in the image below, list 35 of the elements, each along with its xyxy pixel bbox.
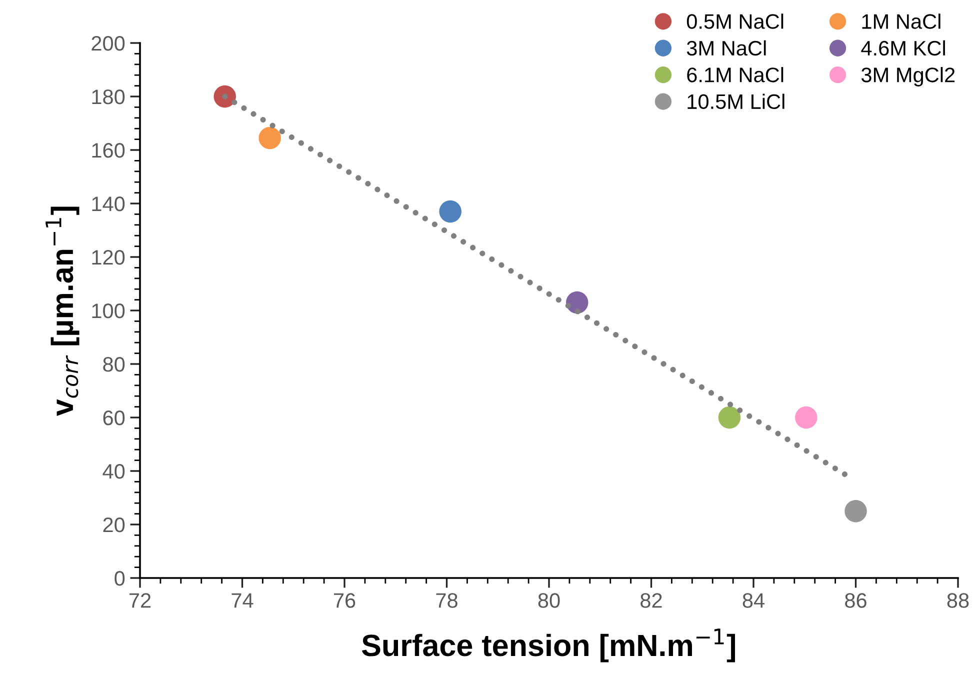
legend-label: 3M MgCl2 [861,67,955,86]
legend-label: 0.5M NaCl [686,14,784,29]
y-tick-label: 160 [92,143,125,158]
x-tick-label: 82 [640,593,662,608]
x-tick-label: 76 [334,593,356,608]
legend-label: 6.1M NaCl [687,67,784,82]
x-tick-label: 80 [538,593,560,608]
x-tick-label: 84 [742,593,764,608]
y-tick-label: 120 [92,250,125,265]
legend-label: 3M NaCl [686,40,766,56]
y-tick-label: 40 [102,464,125,479]
y-tick-label: 20 [103,518,125,532]
point [795,406,818,429]
x-axis-title: Surface tension [mN.m$^{−1}$] [362,628,735,662]
y-tick-label: 140 [92,196,125,212]
x-tick-label: 78 [436,593,458,608]
point [258,126,281,150]
x-tick-label: 74 [232,593,254,608]
y-tick-label: 60 [103,410,125,426]
y-tick-label: 200 [92,36,125,51]
y-tick-label: 80 [103,357,125,372]
point [718,406,741,429]
x-tick-label: 72 [129,593,151,608]
legend-label: 1M NaCl [862,14,940,29]
legend-label: 10.5M LiCl [688,94,784,110]
x-tick-label: 86 [845,593,866,608]
legend-label: 4.6M KCl [861,40,945,56]
point [214,85,236,108]
point [439,200,462,223]
y-tick-label: 100 [92,304,125,318]
point [844,500,867,522]
y-tick-label: 180 [92,90,125,104]
y-tick-label: 0 [114,571,125,586]
y-axis-title: v$_{corr}$ [µm.an$^{−1}$] [46,206,80,416]
x-tick-label: 88 [947,593,969,608]
